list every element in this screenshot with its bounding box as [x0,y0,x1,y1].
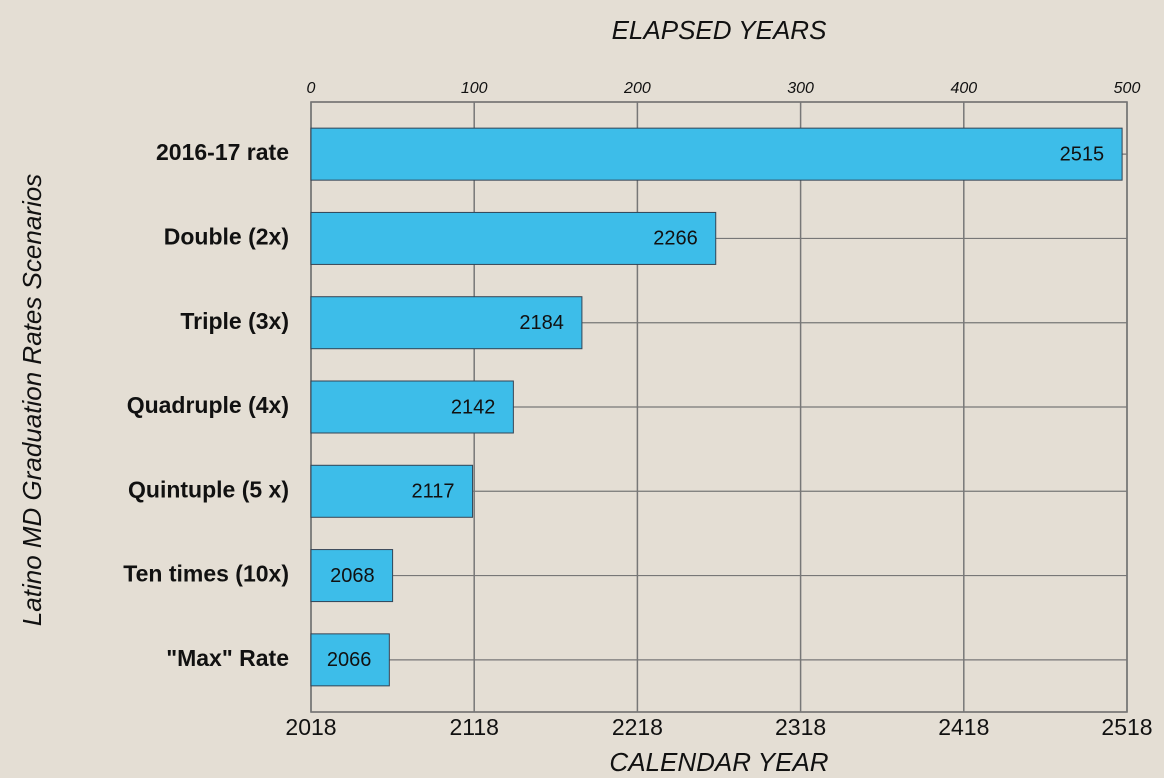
top-tick-label: 200 [623,80,651,97]
x-tick-label: 2018 [285,714,336,740]
data-label: 2184 [519,312,564,334]
x-tick-label: 2318 [775,714,826,740]
top-tick-label: 100 [461,80,488,97]
x-tick-label: 2218 [612,714,663,740]
data-label: 2515 [1060,143,1105,165]
y-axis-title: Latino MD Graduation Rates Scenarios [17,174,47,626]
bar [310,549,394,603]
top-axis-title: ELAPSED YEARS [612,15,828,45]
y-tick-label: "Max" Rate [166,645,289,671]
bar [310,380,514,434]
data-label: 2068 [330,565,375,587]
bar [310,633,390,687]
top-tick-label: 500 [1114,80,1141,97]
data-label: 2142 [451,396,496,418]
x-tick-label: 2118 [449,714,498,740]
y-tick-label: Ten times (10x) [123,561,289,587]
bar [310,127,1123,181]
top-tick-label: 400 [950,80,977,97]
x-axis-title: CALENDAR YEAR [609,747,828,777]
y-tick-label: Quadruple (4x) [127,392,289,418]
bar [310,211,717,265]
data-label: 2117 [412,481,455,503]
y-tick-label: Double (2x) [164,224,289,250]
top-tick-label: 0 [307,80,316,97]
bar [310,464,474,518]
data-label: 2066 [327,649,372,671]
data-label: 2266 [653,228,698,250]
y-tick-label: 2016-17 rate [156,139,289,165]
y-tick-label: Quintuple (5 x) [128,476,289,502]
bar [310,296,583,350]
x-tick-label: 2518 [1101,714,1152,740]
y-tick-label: Triple (3x) [180,308,289,334]
top-tick-label: 300 [787,80,814,97]
x-tick-label: 2418 [938,714,989,740]
